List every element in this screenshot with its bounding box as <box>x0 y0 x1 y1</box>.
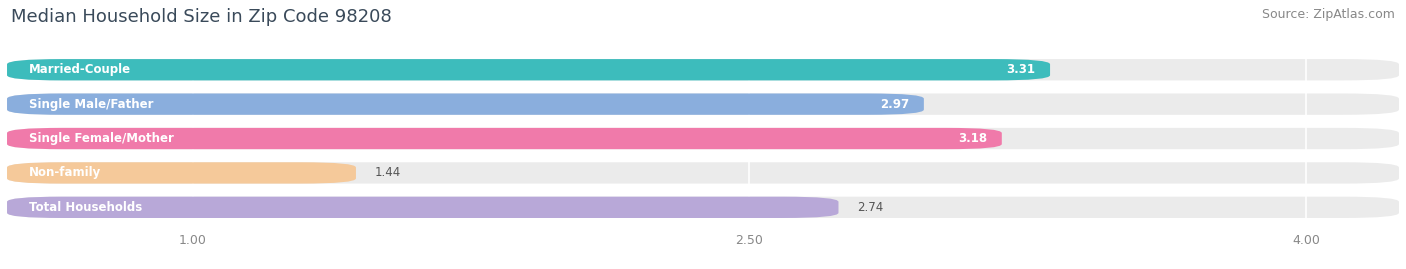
Text: Single Female/Mother: Single Female/Mother <box>30 132 174 145</box>
Text: 2.97: 2.97 <box>880 98 910 111</box>
FancyBboxPatch shape <box>7 197 1399 218</box>
Text: Source: ZipAtlas.com: Source: ZipAtlas.com <box>1261 8 1395 21</box>
FancyBboxPatch shape <box>7 197 838 218</box>
Text: Non-family: Non-family <box>30 167 101 179</box>
Text: 2.74: 2.74 <box>858 201 883 214</box>
Text: Median Household Size in Zip Code 98208: Median Household Size in Zip Code 98208 <box>11 8 392 26</box>
FancyBboxPatch shape <box>7 128 1002 149</box>
FancyBboxPatch shape <box>7 94 924 115</box>
FancyBboxPatch shape <box>7 94 1399 115</box>
FancyBboxPatch shape <box>7 59 1399 80</box>
FancyBboxPatch shape <box>7 162 1399 183</box>
FancyBboxPatch shape <box>7 128 1399 149</box>
FancyBboxPatch shape <box>7 59 1050 80</box>
Text: Total Households: Total Households <box>30 201 142 214</box>
Text: 3.31: 3.31 <box>1007 63 1035 76</box>
Text: 3.18: 3.18 <box>957 132 987 145</box>
Text: 1.44: 1.44 <box>374 167 401 179</box>
Text: Single Male/Father: Single Male/Father <box>30 98 153 111</box>
Text: Married-Couple: Married-Couple <box>30 63 131 76</box>
FancyBboxPatch shape <box>7 162 356 183</box>
